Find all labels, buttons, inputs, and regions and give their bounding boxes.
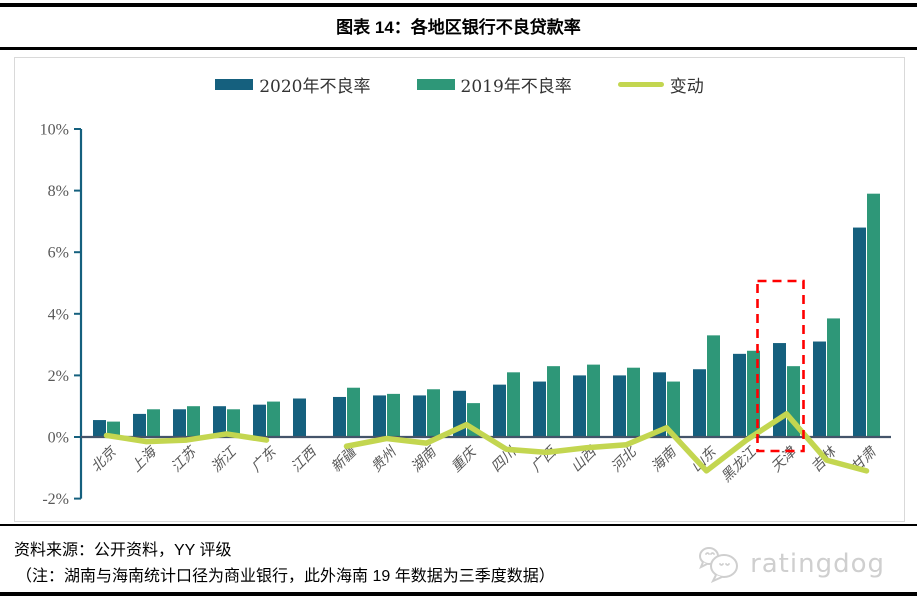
bar bbox=[413, 395, 426, 437]
bar bbox=[813, 341, 826, 437]
legend-label-change: 变动 bbox=[669, 77, 704, 97]
x-axis-labels: 北京 上海 江苏 浙江 广东 江西 新疆 贵州 湖南 重庆 四川 广西 山西 河北 海南 山东黑龙江 天津 吉林甘… bbox=[88, 443, 881, 485]
x-tick-label: 江苏 bbox=[168, 443, 201, 476]
x-tick-label: 黑龙江 bbox=[718, 443, 760, 485]
highlight-box bbox=[756, 279, 805, 453]
bar bbox=[427, 389, 440, 437]
bar bbox=[107, 421, 120, 437]
bar bbox=[147, 409, 160, 437]
x-tick-label: 贵州 bbox=[368, 443, 401, 476]
bar bbox=[347, 387, 360, 437]
y-axis: 10% 8% 6% 4% 2% 0% -2% bbox=[40, 122, 83, 508]
wechat-bubbles-icon bbox=[699, 547, 739, 583]
top-rule bbox=[0, 3, 917, 7]
y-tick-label: 10% bbox=[40, 122, 69, 139]
bar bbox=[853, 227, 866, 437]
bar bbox=[387, 393, 400, 437]
bar bbox=[613, 375, 626, 437]
bar bbox=[507, 372, 520, 437]
bar bbox=[373, 395, 386, 437]
legend-swatch-change-icon bbox=[617, 82, 664, 87]
x-tick-label: 湖南 bbox=[408, 443, 441, 476]
note-text: （注：湖南与海南统计口径为商业银行，此外海南 19 年数据为三季度数据） bbox=[16, 568, 555, 585]
legend-item-2020: 2020年不良率 bbox=[215, 72, 371, 97]
x-tick-label: 广西 bbox=[528, 443, 561, 476]
logo-text: ratingdog bbox=[750, 549, 885, 579]
bar bbox=[653, 372, 666, 437]
footer-divider-rule bbox=[0, 524, 917, 526]
y-tick-label: 8% bbox=[48, 183, 69, 200]
y-tick-label: 0% bbox=[48, 430, 69, 447]
bar bbox=[827, 318, 840, 437]
legend-swatch-2020-icon bbox=[215, 79, 254, 90]
y-tick-label: 6% bbox=[48, 245, 69, 262]
x-tick-label: 重庆 bbox=[448, 443, 481, 476]
x-tick-label: 海南 bbox=[648, 443, 681, 476]
bar bbox=[227, 409, 240, 437]
chart-panel: 10% 8% 6% 4% 2% 0% -2% 北京 上海 江苏 浙江 广东 江西 新疆 贵州 湖南 重庆 四川 广西… bbox=[14, 57, 905, 522]
bar bbox=[587, 364, 600, 437]
bars-2019年不良率 bbox=[107, 193, 880, 437]
bar bbox=[213, 406, 226, 437]
legend-label-2019: 2019年不良率 bbox=[460, 77, 572, 97]
legend-item-2019: 2019年不良率 bbox=[416, 72, 572, 97]
ratingdog-logo: ratingdog bbox=[696, 543, 885, 585]
bar bbox=[493, 384, 506, 437]
page-title: 图表 14：各地区银行不良贷款率 bbox=[336, 18, 581, 37]
bar bbox=[93, 420, 106, 437]
change-line bbox=[103, 411, 870, 474]
bar bbox=[733, 353, 746, 437]
x-tick-label: 江西 bbox=[288, 443, 321, 476]
chart-canvas: 10% 8% 6% 4% 2% 0% -2% 北京 上海 江苏 浙江 广东 江西 新疆 贵州 湖南 重庆 四川 广西… bbox=[40, 122, 891, 508]
y-tick-label: 4% bbox=[48, 306, 69, 323]
legend-swatch-2019-icon bbox=[416, 79, 455, 90]
x-tick-label: 广东 bbox=[248, 443, 281, 476]
bar bbox=[627, 367, 640, 437]
bar bbox=[693, 369, 706, 437]
bar bbox=[253, 404, 266, 437]
title-divider-rule bbox=[0, 47, 917, 50]
bar bbox=[707, 335, 720, 437]
bottom-rule bbox=[0, 592, 917, 596]
bar bbox=[867, 193, 880, 437]
y-tick-label: -2% bbox=[42, 491, 69, 508]
chart-legend: 2020年不良率 2019年不良率 变动 bbox=[15, 72, 904, 97]
bar bbox=[547, 366, 560, 437]
legend-item-change: 变动 bbox=[617, 72, 704, 97]
source-text: 资料来源：公开资料，YY 评级 bbox=[14, 542, 232, 559]
bar bbox=[133, 413, 146, 437]
bar bbox=[267, 401, 280, 437]
bar bbox=[173, 409, 186, 437]
bar bbox=[667, 381, 680, 437]
x-tick-label: 浙江 bbox=[208, 443, 241, 476]
bar bbox=[187, 406, 200, 437]
x-tick-label: 北京 bbox=[88, 443, 121, 476]
bar bbox=[293, 398, 306, 437]
bar bbox=[747, 350, 760, 437]
x-tick-label: 上海 bbox=[128, 443, 161, 476]
legend-label-2020: 2020年不良率 bbox=[259, 77, 371, 97]
x-tick-label: 天津 bbox=[768, 443, 801, 476]
y-tick-label: 2% bbox=[48, 368, 69, 385]
bar bbox=[333, 396, 346, 437]
bar bbox=[533, 381, 546, 437]
bar bbox=[573, 375, 586, 437]
